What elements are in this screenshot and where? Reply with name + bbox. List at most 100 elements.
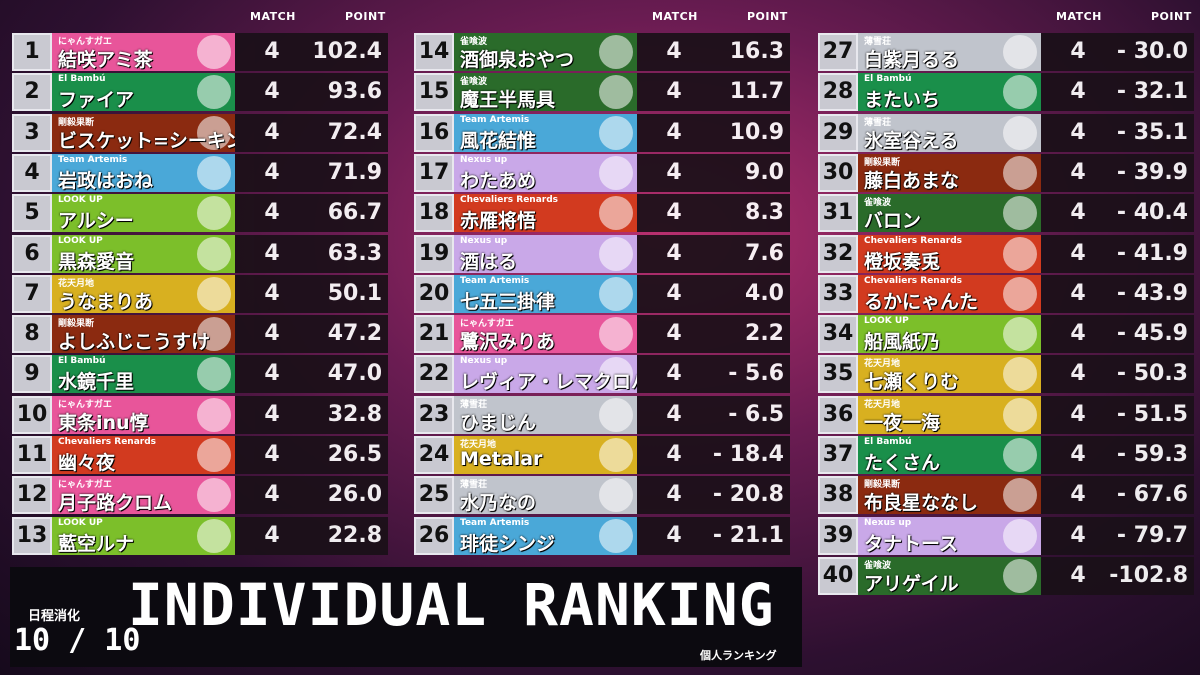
points: - 39.9	[1116, 159, 1188, 185]
player-name: 藍空ルナ	[58, 532, 135, 555]
match-count: 4	[1070, 159, 1086, 185]
rank: 22	[414, 355, 454, 394]
name-block: 花天月地 Metalar	[454, 436, 637, 474]
stats: 4 26.5	[235, 436, 388, 474]
team: Team Artemis	[460, 275, 530, 286]
player-name: 幽々夜	[58, 452, 116, 474]
ranking-row: 6 LOOK UP 黒森愛音 4 63.3	[12, 234, 388, 273]
title: INDIVIDUAL RANKING	[128, 571, 775, 639]
points: 47.2	[327, 321, 382, 347]
rank: 16	[414, 113, 454, 152]
player-name: 鷺沢みりあ	[460, 331, 556, 354]
rank: 4	[12, 153, 52, 192]
ranking-row: 15 雀喰波 魔王半馬具 4 11.7	[414, 73, 790, 112]
avatar	[599, 357, 633, 392]
rank: 21	[414, 315, 454, 354]
match-count: 4	[264, 79, 280, 105]
rank: 19	[414, 234, 454, 273]
player-name: 船風紙乃	[864, 331, 941, 354]
match-count: 4	[264, 401, 280, 427]
rank: 28	[818, 73, 858, 112]
rank: 26	[414, 516, 454, 555]
match-count: 4	[666, 79, 682, 105]
ranking-row: 37 El Bambú たくさん 4 - 59.3	[818, 436, 1194, 474]
match-count: 4	[1070, 240, 1086, 266]
name-block: Nexus up 酒はる	[454, 234, 637, 273]
team: El Bambú	[58, 74, 106, 85]
team: 剛毅果断	[864, 480, 901, 491]
ranking-row: 23 薄雪荘 ひまじん 4- 6.5	[414, 395, 790, 434]
match-count: 4	[666, 119, 682, 145]
team: El Bambú	[864, 437, 912, 447]
title-panel: INDIVIDUAL RANKING 日程消化 10 / 10 個人ランキング	[10, 567, 802, 667]
ranking-row: 29 薄雪荘 氷室谷える 4- 35.1	[818, 113, 1194, 152]
stats: 4 47.2	[235, 315, 388, 354]
player-name: 水乃なの	[460, 492, 537, 515]
avatar	[599, 196, 633, 231]
player-name: 結咲アミ茶	[58, 49, 153, 71]
name-block: Chevaliers Renards 幽々夜	[52, 436, 235, 474]
ranking-row: 35 花天月地 七瀬くりむ 4- 50.3	[818, 355, 1194, 394]
avatar	[1003, 35, 1037, 69]
player-name: 岩政はおね	[58, 169, 154, 192]
points: 9.0	[745, 159, 784, 185]
points: - 79.7	[1116, 522, 1188, 548]
stats: 4 2.2	[637, 315, 790, 354]
avatar	[197, 438, 231, 472]
points: - 51.5	[1116, 401, 1188, 427]
ranking-row: 10 にゃんすガエ 東条inu惇 4 32.8	[12, 395, 388, 434]
ranking-row: 11 Chevaliers Renards 幽々夜 4 26.5	[12, 436, 388, 474]
match-header: MATCH	[1056, 10, 1102, 23]
match-count: 4	[666, 321, 682, 347]
team: 薄雪荘	[864, 117, 892, 128]
match-count: 4	[1070, 361, 1086, 387]
match-count: 4	[1070, 280, 1086, 306]
name-block: Chevaliers Renards 橙坂奏兎	[858, 234, 1041, 273]
stats: 4 - 35.1	[1041, 113, 1194, 152]
match-count: 4	[666, 39, 682, 64]
points: - 45.9	[1116, 321, 1188, 347]
points: - 6.5	[728, 401, 784, 427]
points: - 5.6	[728, 361, 784, 387]
ranking-row: 7 花天月地 うなまりあ 4 50.1	[12, 274, 388, 313]
avatar	[197, 397, 231, 432]
rank: 8	[12, 315, 52, 354]
stats: 4 - 50.3	[1041, 355, 1194, 394]
match-count: 4	[264, 280, 280, 306]
match-count: 4	[1070, 562, 1086, 588]
match-count: 4	[264, 39, 280, 64]
avatar	[599, 478, 633, 513]
player-name: うなまりあ	[58, 290, 154, 313]
stats: 4 - 39.9	[1041, 153, 1194, 192]
team: 花天月地	[864, 399, 901, 410]
match-count: 4	[666, 482, 682, 508]
points: 50.1	[327, 280, 382, 306]
stats: 4 66.7	[235, 194, 388, 233]
player-name: ファイア	[58, 89, 135, 112]
player-name: 七瀬くりむ	[864, 371, 960, 394]
team: 薄雪荘	[460, 480, 488, 491]
rank: 27	[818, 33, 858, 71]
rank: 14	[414, 33, 454, 71]
ranking-row: 28 El Bambú またいち 4 - 32.1	[818, 73, 1194, 112]
team: Nexus up	[460, 154, 508, 165]
player-name: わたあめ	[460, 169, 537, 192]
player-name: 七五三掛律	[460, 290, 556, 313]
name-block: 薄雪荘 白紫月るる	[858, 33, 1041, 71]
points: 66.7	[327, 200, 382, 226]
name-block: 剛毅果断 布良星ななし	[858, 476, 1041, 515]
match-count: 4	[1070, 442, 1086, 467]
name-block: Team Artemis 岩政はおね	[52, 153, 235, 192]
player-name: 氷室谷える	[864, 129, 959, 152]
rank: 37	[818, 436, 858, 474]
ranking-row: 1 にゃんすガエ 結咲アミ茶 4 102.4	[12, 33, 388, 71]
stats: 4 - 45.9	[1041, 315, 1194, 354]
points: - 43.9	[1116, 280, 1188, 306]
point-header: POINT	[1151, 10, 1192, 23]
team: 花天月地	[864, 359, 901, 370]
team: Nexus up	[460, 356, 508, 367]
match-count: 4	[1070, 39, 1086, 64]
rank: 18	[414, 194, 454, 233]
match-count: 4	[264, 522, 280, 548]
